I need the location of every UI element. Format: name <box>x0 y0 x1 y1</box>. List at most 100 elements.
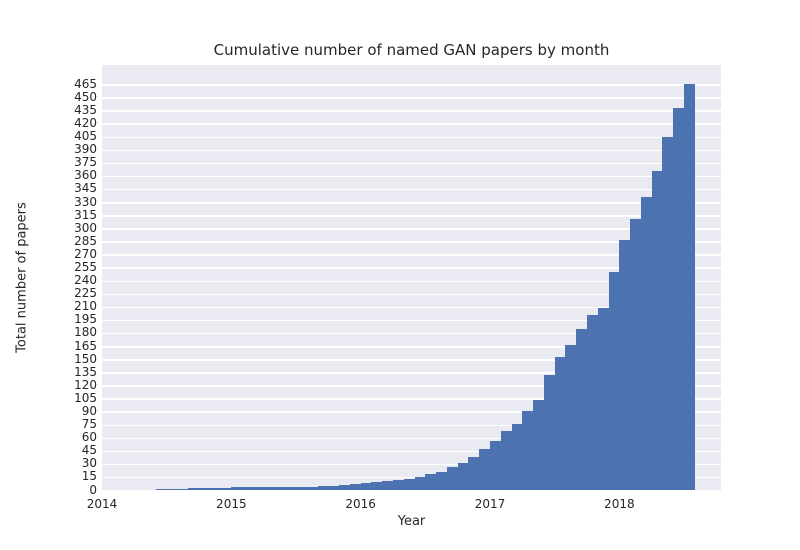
bar-2017-01 <box>490 441 502 490</box>
y-tick-label-405: 405 <box>74 129 97 144</box>
gridline-y-150 <box>102 359 721 361</box>
gridline-y-465 <box>102 84 721 86</box>
chart-title: Cumulative number of named GAN papers by… <box>213 41 610 59</box>
bar-2016-12 <box>479 448 491 490</box>
y-tick-label-270: 270 <box>74 246 97 261</box>
gridline-y-330 <box>102 202 721 204</box>
bar-2015-04 <box>263 487 276 490</box>
bar-2018-07 <box>684 84 696 490</box>
bar-2017-05 <box>533 400 545 490</box>
y-tick-label-315: 315 <box>74 207 97 222</box>
gridline-y-435 <box>102 110 721 112</box>
y-tick-label-180: 180 <box>74 325 97 340</box>
bar-2015-12 <box>349 483 362 490</box>
gridline-y-0 <box>102 490 721 492</box>
y-tick-label-255: 255 <box>74 259 97 274</box>
bar-2014-06 <box>155 489 168 490</box>
y-tick-label-390: 390 <box>74 142 97 157</box>
bar-2017-03 <box>511 423 523 490</box>
y-tick-label-330: 330 <box>74 194 97 209</box>
bar-2017-10 <box>587 315 599 490</box>
bar-2014-11 <box>209 488 222 490</box>
gridline-y-30 <box>102 463 721 466</box>
bar-2016-06 <box>414 476 426 490</box>
bar-2015-02 <box>242 487 254 490</box>
gridline-y-225 <box>102 293 721 296</box>
gridline-y-210 <box>102 306 721 309</box>
y-tick-label-150: 150 <box>74 351 97 366</box>
gridline-y-60 <box>102 437 721 440</box>
gridline-y-240 <box>102 280 721 283</box>
gridline-y-195 <box>102 319 721 322</box>
gridline-y-45 <box>102 450 721 453</box>
gridline-y-15 <box>102 476 721 479</box>
gridline-y-315 <box>102 215 721 217</box>
bar-2014-10 <box>199 488 211 490</box>
bar-2016-07 <box>425 474 437 490</box>
bar-2016-02 <box>371 482 383 490</box>
bar-2017-02 <box>500 430 513 490</box>
gridline-y-450 <box>102 97 721 99</box>
bar-2016-05 <box>403 478 416 490</box>
bar-2017-11 <box>597 307 610 490</box>
bar-2015-08 <box>306 486 319 490</box>
y-tick-label-450: 450 <box>74 89 97 104</box>
bar-2017-07 <box>554 357 567 490</box>
y-tick-label-300: 300 <box>74 220 97 235</box>
y-tick-label-0: 0 <box>89 482 97 497</box>
bar-2016-03 <box>382 481 394 490</box>
bar-2018-06 <box>673 107 685 490</box>
gridline-y-105 <box>102 398 721 400</box>
y-tick-label-225: 225 <box>74 286 97 301</box>
bar-2015-03 <box>252 487 265 490</box>
bar-2017-04 <box>522 411 534 490</box>
y-tick-label-360: 360 <box>74 168 97 183</box>
bar-2015-09 <box>317 485 329 490</box>
bar-2015-07 <box>296 486 308 490</box>
y-tick-label-240: 240 <box>74 273 97 288</box>
x-tick-label-2015: 2015 <box>216 497 247 511</box>
gridline-y-135 <box>102 372 721 374</box>
y-tick-label-345: 345 <box>74 181 97 196</box>
y-tick-label-30: 30 <box>81 456 97 471</box>
bar-2015-11 <box>339 484 351 490</box>
gridline-y-390 <box>102 149 721 152</box>
gridline-y-300 <box>102 228 721 230</box>
y-tick-label-90: 90 <box>81 403 97 418</box>
bar-2015-01 <box>231 487 243 490</box>
gridline-y-255 <box>102 267 721 269</box>
gridline-y-420 <box>102 123 721 125</box>
gridline-y-405 <box>102 136 721 139</box>
y-tick-label-165: 165 <box>74 338 97 353</box>
bar-2017-09 <box>576 328 588 490</box>
y-tick-label-420: 420 <box>74 115 97 130</box>
bar-2016-08 <box>436 471 448 490</box>
y-tick-label-465: 465 <box>74 76 97 91</box>
y-tick-label-435: 435 <box>74 102 97 117</box>
y-tick-label-45: 45 <box>81 443 97 458</box>
bar-2018-05 <box>662 136 674 490</box>
bar-2018-03 <box>640 196 653 490</box>
x-tick-label-2017: 2017 <box>474 497 506 511</box>
y-tick-label-195: 195 <box>74 312 97 327</box>
y-tick-label-120: 120 <box>74 377 97 392</box>
bar-2015-10 <box>328 485 340 490</box>
bar-2014-08 <box>177 489 189 490</box>
bar-2016-11 <box>468 456 480 490</box>
bar-2015-06 <box>285 486 297 490</box>
gridline-y-360 <box>102 175 721 178</box>
plot-area <box>102 65 721 492</box>
bar-2016-01 <box>360 483 373 490</box>
gridline-y-120 <box>102 385 721 387</box>
bar-2018-02 <box>630 218 642 490</box>
y-tick-label-60: 60 <box>81 430 97 445</box>
bar-2017-06 <box>543 374 556 490</box>
bar-2014-09 <box>188 488 200 490</box>
y-tick-label-375: 375 <box>74 155 97 170</box>
bar-2017-12 <box>608 271 620 490</box>
gridline-y-270 <box>102 254 721 256</box>
bar-2016-04 <box>393 480 405 490</box>
gridline-y-285 <box>102 241 721 243</box>
y-tick-label-15: 15 <box>81 469 97 484</box>
